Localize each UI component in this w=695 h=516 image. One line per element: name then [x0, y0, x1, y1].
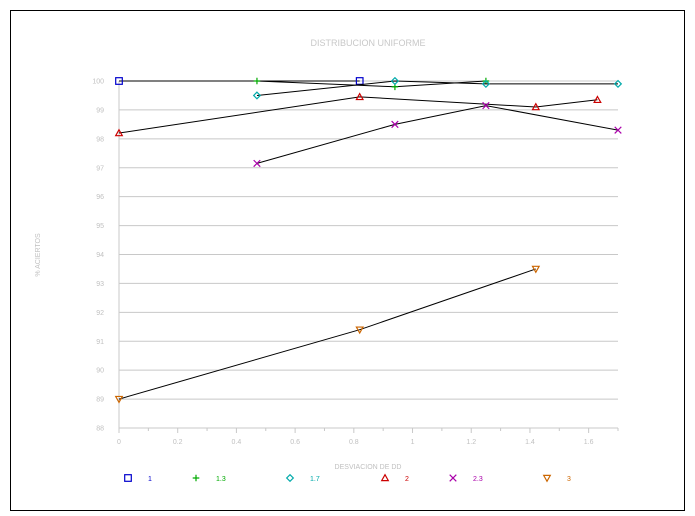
x-tick-label-2: 0.4	[232, 439, 242, 446]
x-tick-label-7: 1.4	[525, 439, 535, 446]
legend: 1 1.3 1.7 2 2.3 3	[124, 473, 571, 483]
data-point-2.3-0	[253, 159, 261, 168]
y-tick-label-1: 89	[96, 397, 104, 404]
y-tick-label-0: 88	[96, 426, 104, 433]
data-point-3-1	[355, 326, 365, 335]
data-point-1-0	[115, 77, 123, 85]
series-line-1.7	[256, 80, 618, 96]
data-point-2-2	[531, 102, 541, 111]
y-tick-label-10: 98	[96, 136, 104, 143]
legend-label-1: 1	[148, 476, 152, 483]
x-tick-label-6: 1.2	[466, 439, 476, 446]
data-point-2.3-1	[391, 120, 399, 129]
legend-marker-2.3	[449, 474, 457, 482]
data-point-2-1	[355, 92, 365, 101]
legend-label-3: 3	[567, 476, 571, 483]
x-tick-label-0: 0	[117, 439, 121, 446]
legend-marker-1	[124, 474, 132, 482]
plot-area: 88 89 90 91 92 93 94 95 96 97 98 99 100 0 0.2 0.4 0.6 0.8…	[92, 76, 623, 446]
y-tick-label-2: 90	[96, 368, 104, 375]
y-tick-label-4: 92	[96, 310, 104, 317]
data-point-1.7-0	[252, 91, 262, 100]
data-point-1.7-1	[390, 76, 400, 86]
legend-marker-1.7	[285, 473, 295, 483]
data-point-2.3-3	[614, 126, 622, 134]
x-tick-label-8: 1.6	[584, 439, 594, 446]
outer-border	[10, 10, 685, 511]
chart-title: DISTRIBUCION UNIFORME	[310, 38, 425, 48]
legend-label-2: 2	[405, 476, 409, 483]
x-axis-label: DESVIACION DE DD	[335, 464, 402, 471]
data-point-2-3	[593, 95, 602, 104]
y-tick-label-5: 93	[96, 281, 104, 288]
data-point-2.3-2	[482, 101, 490, 110]
legend-label-2.3: 2.3	[473, 476, 483, 483]
series-line-3	[118, 268, 536, 400]
legend-label-1.3: 1.3	[216, 476, 226, 483]
legend-marker-3	[542, 474, 552, 483]
legend-marker-1.3	[192, 474, 200, 482]
y-tick-label-3: 91	[96, 339, 104, 346]
y-tick-label-8: 96	[96, 194, 104, 201]
x-tick-label-5: 1	[411, 439, 415, 446]
y-tick-label-7: 95	[96, 223, 104, 230]
y-tick-label-9: 97	[96, 165, 104, 172]
legend-label-1.7: 1.7	[310, 476, 320, 483]
y-tick-label-12: 100	[92, 79, 104, 86]
legend-marker-2	[380, 473, 390, 482]
data-point-2-0	[114, 128, 124, 137]
x-tick-label-1: 0.2	[173, 439, 183, 446]
series-line-2	[118, 96, 598, 134]
data-point-3-0	[114, 395, 124, 404]
x-tick-label-4: 0.8	[349, 439, 359, 446]
data-point-1.3-0	[253, 77, 261, 85]
y-tick-label-11: 99	[96, 107, 104, 114]
y-axis-label: % ACIERTOS	[35, 233, 42, 277]
data-point-3-2	[531, 265, 541, 274]
series-line-2.3	[256, 105, 619, 164]
data-point-1.7-2	[481, 79, 491, 89]
data-point-1.7-3	[613, 79, 623, 89]
y-tick-label-6: 94	[96, 252, 104, 259]
x-tick-label-3: 0.6	[290, 439, 300, 446]
